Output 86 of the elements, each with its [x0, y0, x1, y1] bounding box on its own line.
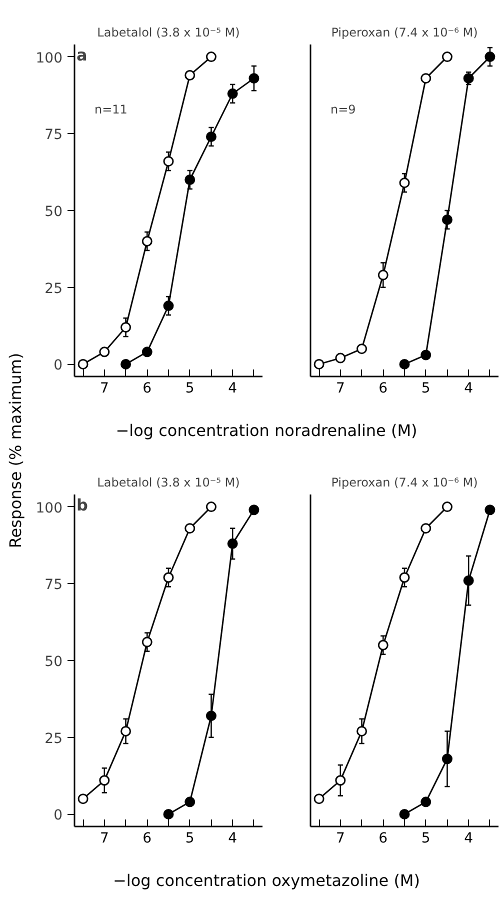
- point: [399, 358, 410, 370]
- point: [184, 174, 196, 185]
- x-tick-label: 7: [336, 830, 345, 846]
- point: [184, 523, 196, 534]
- point: [399, 808, 410, 820]
- point: [442, 52, 452, 62]
- y-tick-label: 25: [44, 280, 63, 297]
- y-tick-label: 0: [54, 808, 63, 824]
- x-tick-label: 5: [185, 380, 194, 396]
- point: [206, 710, 216, 722]
- x-tick-label: 7: [100, 830, 109, 846]
- point: [120, 726, 132, 736]
- point: [227, 88, 238, 99]
- point: [99, 775, 110, 786]
- x-axis-title: −log concentration oxymetazoline (M): [113, 871, 420, 890]
- x-tick-label: 4: [228, 830, 238, 846]
- point: [335, 775, 346, 786]
- x-tick-label: 7: [336, 380, 345, 396]
- point: [314, 794, 324, 804]
- point: [420, 523, 432, 534]
- point: [442, 754, 452, 764]
- point: [378, 270, 388, 280]
- point: [378, 640, 388, 650]
- point: [356, 726, 368, 736]
- point: [356, 344, 368, 354]
- point: [206, 131, 216, 142]
- chart-title: Piperoxan (7.4 x 10⁻⁶ M): [331, 476, 478, 490]
- point: [442, 502, 452, 512]
- point: [484, 52, 496, 62]
- annotation: n=9: [330, 102, 356, 116]
- point: [484, 504, 496, 516]
- x-tick-label: 5: [421, 830, 430, 846]
- x-tick-label: 6: [378, 830, 388, 846]
- point: [142, 236, 152, 246]
- x-tick-label: 5: [185, 830, 194, 846]
- point: [184, 796, 196, 808]
- point: [248, 73, 260, 84]
- x-tick-label: 6: [142, 830, 152, 846]
- point: [184, 70, 196, 80]
- point: [120, 358, 132, 370]
- point: [120, 322, 132, 333]
- point: [463, 575, 474, 586]
- x-axis-title: −log concentration noradrenaline (M): [116, 421, 418, 440]
- x-tick-label: 7: [100, 380, 109, 396]
- point: [142, 636, 152, 648]
- x-tick-label: 6: [378, 380, 388, 396]
- x-tick-label: 4: [464, 830, 474, 846]
- point: [78, 358, 88, 370]
- point: [206, 502, 216, 512]
- chart-title: Labetalol (3.8 x 10⁻⁵ M): [97, 26, 240, 40]
- point: [248, 504, 260, 516]
- y-tick-label: 75: [44, 577, 63, 594]
- point: [206, 52, 216, 62]
- point: [399, 572, 410, 583]
- x-tick-label: 4: [464, 380, 474, 396]
- y-tick-label: 100: [36, 500, 63, 516]
- annotation: n=11: [94, 102, 128, 116]
- y-tick-label: 100: [36, 50, 63, 66]
- x-tick-label: 5: [421, 380, 430, 396]
- y-tick-label: 75: [44, 127, 63, 144]
- point: [314, 358, 324, 370]
- y-axis-title: Response (% maximum): [6, 352, 25, 548]
- point: [163, 156, 174, 167]
- point: [163, 572, 174, 583]
- point: [142, 346, 152, 358]
- point: [163, 300, 174, 312]
- y-tick-label: 0: [54, 358, 63, 374]
- point: [227, 538, 238, 549]
- point: [399, 178, 410, 188]
- point: [420, 796, 432, 808]
- y-tick-label: 50: [44, 204, 63, 220]
- point: [99, 346, 110, 358]
- annotation: b: [76, 496, 88, 514]
- x-tick-label: 6: [142, 380, 152, 396]
- point: [420, 350, 432, 360]
- point: [420, 73, 432, 84]
- point: [442, 214, 452, 225]
- x-tick-label: 4: [228, 380, 238, 396]
- y-tick-label: 50: [44, 654, 63, 670]
- chart-title: Labetalol (3.8 x 10⁻⁵ M): [97, 476, 240, 490]
- chart-title: Piperoxan (7.4 x 10⁻⁶ M): [331, 26, 478, 40]
- y-tick-label: 25: [44, 730, 63, 747]
- point: [163, 808, 174, 820]
- point: [78, 794, 88, 804]
- annotation: a: [76, 46, 88, 64]
- point: [335, 352, 346, 364]
